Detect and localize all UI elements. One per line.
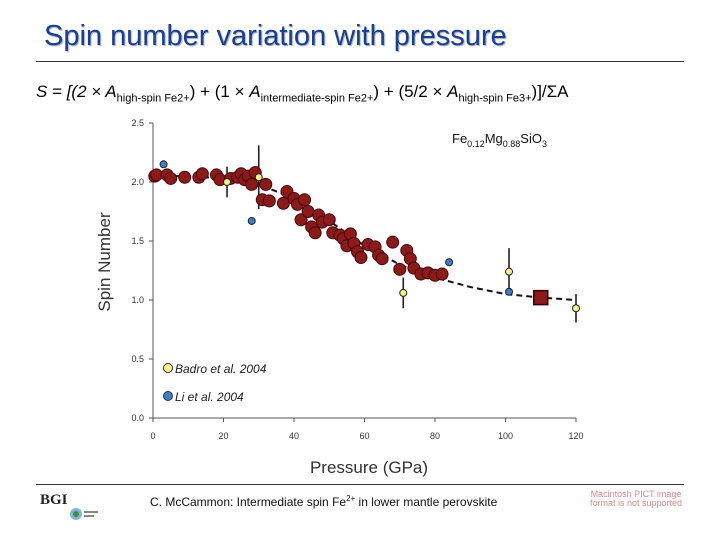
data-point-this-work [178,170,192,184]
chart-legend: Badro et al. 2004 Li et al. 2004 [163,362,267,404]
title-divider [36,61,684,62]
x-tick-label: 100 [498,431,513,441]
data-point-badro [399,288,408,297]
data-point-badro [223,178,232,186]
x-tick-label: 40 [289,431,299,441]
y-axis-label: Spin Number [95,212,114,312]
data-point-li [159,160,168,169]
fit-line [153,175,577,301]
composition-o-sub: 3 [542,139,547,149]
footer-divider [36,484,684,485]
y-tick-label: 0.0 [131,413,144,423]
data-point-this-work [322,213,336,227]
composition-mg: Mg [485,131,503,146]
x-tick-label: 0 [150,431,155,441]
legend-marker-badro [163,363,173,373]
data-point-this-work [262,194,276,208]
formula-a2: A [249,82,261,101]
formula-a1: A [105,82,117,101]
formula-part2: ) + (1 × [189,82,250,101]
fit-curve [153,175,577,301]
x-tick-label: 20 [218,431,228,441]
footer-text-before: C. McCammon: Intermediate spin Fe [150,495,347,509]
x-tick-label: 80 [430,431,440,441]
footer-citation: C. McCammon: Intermediate spin Fe2+ in l… [150,494,497,509]
data-point-li [505,287,514,296]
data-point-this-work [294,213,308,227]
formula-sub1: high-spin Fe2+ [116,92,190,105]
data-point-li [247,216,256,225]
unsupported-image-notice: Macintosh PICT image format is not suppo… [589,489,683,508]
composition-sio: SiO [520,131,542,146]
y-tick-label: 1.0 [131,295,144,305]
data-point-this-work [435,267,449,281]
composition-fe: Fe [452,131,467,146]
formula-part3: ) + (5/2 × [373,82,448,101]
bgi-logo: BGI [40,492,68,508]
y-tick-label: 2.5 [131,118,144,128]
x-axis-label: Pressure (GPa) [310,458,428,477]
spin-number-formula: S = [(2 × Ahigh-spin Fe2+) + (1 × Ainter… [36,82,569,104]
data-point-this-work [393,262,407,276]
slide-title: Spin number variation with pressure [44,20,507,52]
data-point-this-work [298,193,312,207]
data-point-li [445,258,454,267]
data-points [148,160,580,313]
data-point-this-work [195,167,209,181]
data-point-this-work [245,177,259,191]
data-point-this-work [386,235,400,249]
formula-sub2: intermediate-spin Fe2+ [260,92,374,105]
university-logo-icon [70,508,98,520]
composition-fe-sub: 0.12 [467,139,485,149]
formula-a3: A [447,82,459,101]
y-tick-label: 1.5 [131,236,144,246]
composition-annotation: Fe0.12Mg0.88SiO3 [452,131,547,149]
data-point-this-work [259,177,273,191]
formula-sub3: high-spin Fe3+ [458,92,532,105]
data-point-badro [572,304,580,313]
footer-sup: 2+ [346,494,356,503]
footer-text-after: in lower mantle perovskite [355,495,498,509]
composition-mg-sub: 0.88 [503,139,521,149]
legend-label-li: Li et al. 2004 [175,390,244,404]
y-tick-label: 2.0 [131,177,144,187]
x-tick-label: 60 [359,431,369,441]
formula-prefix: S = [(2 × [36,82,106,101]
legend-label-badro: Badro et al. 2004 [175,362,267,376]
y-tick-label: 0.5 [131,354,144,364]
formula-suffix: )]/ΣA [531,82,569,101]
data-point-badro [254,173,263,182]
data-point-this-work [308,226,322,240]
data-point-this-work [354,251,368,265]
data-point-badro [505,267,514,276]
data-point-this-work [164,171,178,185]
data-point-square [533,289,549,306]
data-point-this-work [375,252,389,266]
legend-marker-li [163,391,173,401]
data-point-this-work [276,196,290,210]
x-tick-label: 120 [568,431,583,441]
